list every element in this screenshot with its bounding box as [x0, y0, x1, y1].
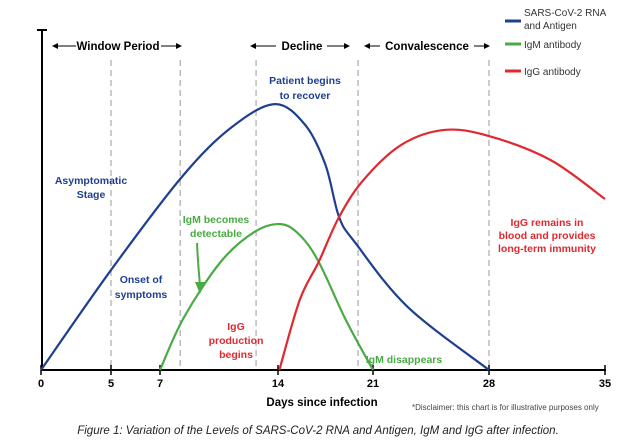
annotation-igg-production-2: production [209, 335, 264, 347]
period-convalescence: Convalescence [364, 41, 490, 53]
annotation-asymptomatic-2: Stage [77, 189, 106, 201]
curves [40, 103, 606, 371]
x-tick-label: 14 [272, 378, 285, 390]
arrowhead-icon [195, 282, 205, 294]
annotation-igg-production-1: IgG [227, 321, 245, 333]
annotation-patient-recover-2: to recover [280, 90, 331, 102]
series-line-rna [40, 103, 490, 371]
annotation-asymptomatic-1: Asymptomatic [55, 175, 128, 187]
legend-label-rna-2: and Antigen [524, 21, 577, 32]
period-label-decline: Decline [282, 41, 323, 53]
disclaimer: *Disclaimer: this chart is for illustrat… [412, 403, 599, 412]
annotation-igm-disappears: IgM disappears [366, 354, 443, 366]
annotation-igm-detectable-2: detectable [190, 228, 242, 240]
x-tick-label: 7 [157, 378, 163, 390]
figure-caption: Figure 1: Variation of the Levels of SAR… [77, 425, 559, 437]
x-tick-label: 5 [108, 378, 114, 390]
period-label-convalescence: Convalescence [385, 41, 469, 53]
period-marker-lines [110, 60, 490, 370]
x-ticks: 0 5 7 14 21 28 35 [38, 365, 611, 390]
annotation-igg-remains-2: blood and provides [499, 230, 596, 242]
period-label-window: Window Period [77, 41, 160, 53]
annotation-igg-remains-1: IgG remains in [511, 217, 584, 229]
series-line-igg [278, 128, 606, 371]
series-line-igm [158, 222, 374, 371]
arrow-igm-detectable [196, 242, 201, 286]
x-tick-label: 0 [38, 378, 44, 390]
period-decline: Decline [250, 41, 350, 53]
legend-label-igg: IgG antibody [524, 67, 581, 78]
x-tick-label: 28 [483, 378, 495, 390]
period-window: Window Period [52, 41, 182, 53]
annotation-patient-recover-1: Patient begins [269, 75, 341, 87]
annotation-onset-1: Onset of [120, 274, 163, 286]
legend-label-rna-1: SARS-CoV-2 RNA [524, 8, 607, 19]
annotation-igm-detectable-1: IgM becomes [183, 214, 250, 226]
legend: SARS-CoV-2 RNA and Antigen IgM antibody … [505, 8, 607, 78]
x-tick-label: 21 [367, 378, 379, 390]
annotation-igg-remains-3: long-term immunity [498, 243, 596, 255]
annotation-igg-production-3: begins [219, 349, 253, 361]
legend-label-igm: IgM antibody [524, 40, 581, 51]
x-tick-label: 35 [599, 378, 611, 390]
x-axis-label: Days since infection [266, 397, 377, 409]
annotation-onset-2: symptoms [115, 289, 168, 301]
